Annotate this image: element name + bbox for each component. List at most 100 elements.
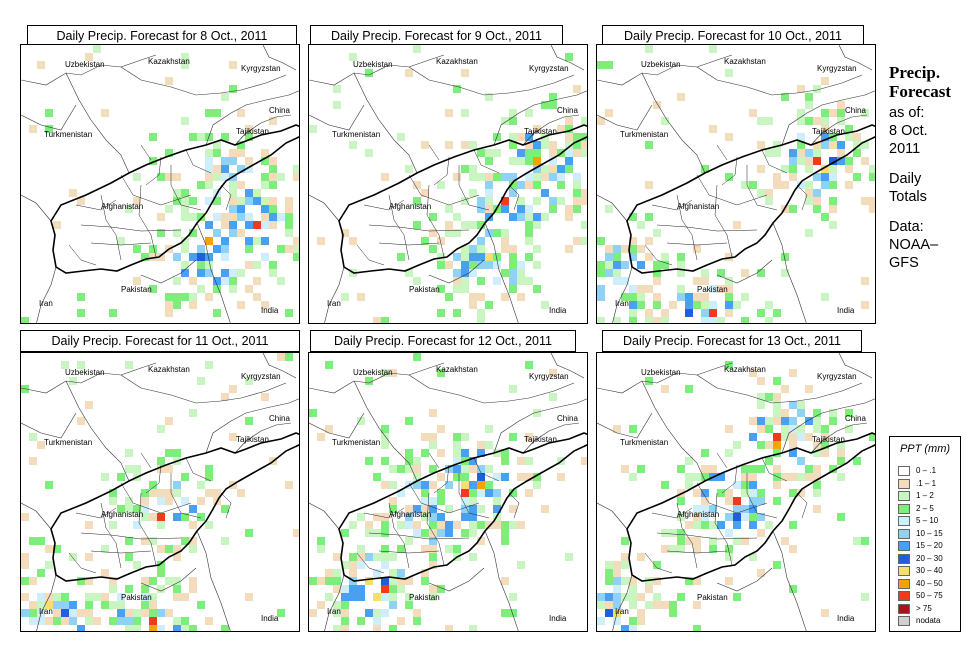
province-border [368,224,470,232]
precip-cell [549,369,557,377]
precip-cell [293,529,299,537]
precip-cell [693,489,701,497]
precip-cell [357,513,365,521]
precip-cell [613,585,621,593]
precip-cell [669,301,677,309]
precip-cell [573,197,581,205]
legend-label: 2 – 5 [916,503,934,513]
precip-cell [789,157,797,165]
precip-cell [261,221,269,229]
precip-cell [525,149,533,157]
country-label-kazakhstan: Kazakhstan [724,365,766,374]
country-border [309,194,340,222]
precip-cell [581,149,587,157]
province-border [75,507,117,519]
precip-cell [125,205,133,213]
precip-cell [485,301,493,309]
precip-cell [741,481,749,489]
precip-cell [109,497,117,505]
precip-cell [437,285,445,293]
precip-cell [133,465,141,473]
precip-cell [213,173,221,181]
precip-cell [77,609,85,617]
precip-cell [645,577,653,585]
precip-cell [253,189,261,197]
precip-cell [149,617,157,625]
precip-cell [133,561,141,569]
precip-cell [749,181,757,189]
precip-cell [813,189,821,197]
country-border [309,502,340,530]
precip-cell [205,473,213,481]
precip-cell [69,601,77,609]
country-border [21,502,52,530]
precip-cell [501,245,509,253]
precip-cell [781,473,789,481]
precip-cell [733,301,741,309]
precip-cell [149,513,157,521]
country-label-india: India [261,306,279,315]
precip-cell [205,197,213,205]
precip-cell [397,545,405,553]
precip-cells [597,361,875,631]
precip-cell [773,561,781,569]
afghanistan-border [338,432,587,582]
precip-cell [661,317,669,323]
precip-cell [629,625,637,631]
precip-cell [477,317,485,323]
precip-cell [461,505,469,513]
precip-cell [501,457,509,465]
country-border [484,530,519,631]
province-border [761,149,788,174]
precip-cell [269,181,277,189]
precip-cell [141,609,149,617]
precip-cell [549,157,557,165]
precip-cell [741,513,749,521]
precip-cell [245,165,253,173]
precip-cell [421,189,429,197]
precip-cell [165,301,173,309]
precip-cell [789,149,797,157]
precip-cell [813,157,821,165]
precip-cell [341,609,349,617]
precip-cell [661,385,669,393]
precip-cell [677,253,685,261]
precip-cell [605,593,613,601]
precip-cell [229,149,237,157]
precip-cell [733,481,741,489]
precip-cell [365,457,373,465]
precip-cell [517,561,525,569]
precip-cell [357,293,365,301]
precip-cell [485,213,493,221]
precip-cell [413,521,421,529]
precip-cell [205,253,213,261]
precip-cell [509,173,517,181]
precip-cell [469,553,477,561]
precip-cell [797,457,805,465]
precip-cell [725,425,733,433]
country-border [550,353,585,379]
precip-cell [813,465,821,473]
precip-cell [29,125,37,133]
precip-cell [501,205,509,213]
precip-cell [693,277,701,285]
precip-cell [245,417,253,425]
precip-cell [613,317,621,323]
province-border [428,144,440,161]
precip-cell [477,197,485,205]
precip-cell [493,277,501,285]
precip-cell [821,109,829,117]
precip-cell [525,157,533,165]
precip-cell [565,245,573,253]
legend-title: PPT (mm) [899,443,951,455]
province-border [140,144,152,161]
precip-cell [141,513,149,521]
precip-cell [629,425,637,433]
precip-cell [421,513,429,521]
precip-cell [717,521,725,529]
precip-cell [829,141,837,149]
country-border [353,380,418,482]
precip-cell [629,253,637,261]
province-border [68,552,97,574]
